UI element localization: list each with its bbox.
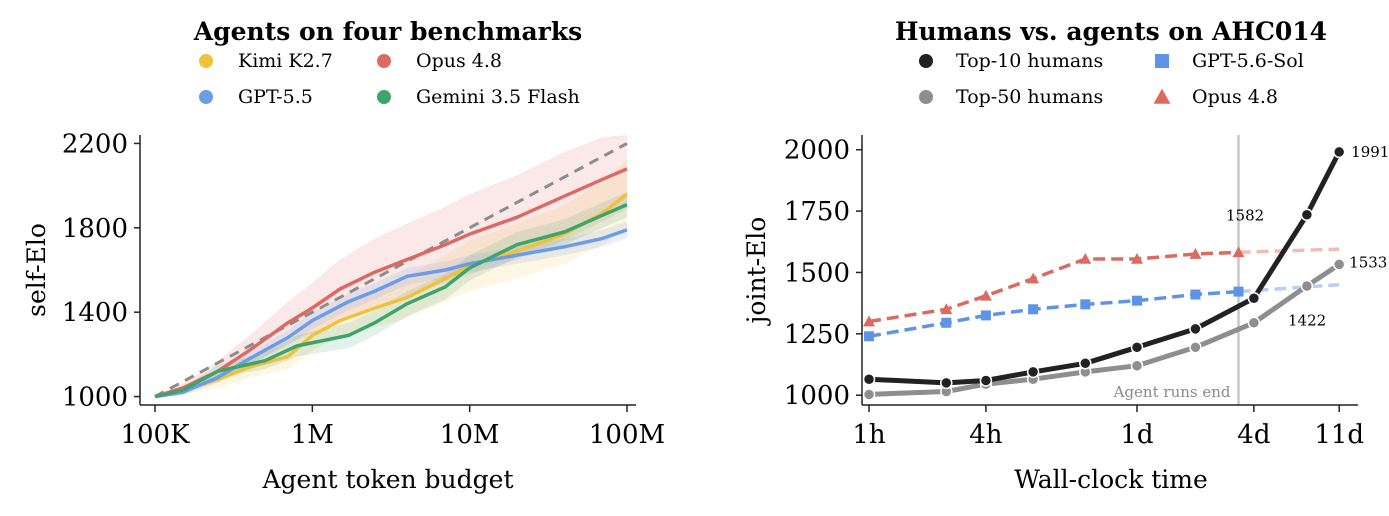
x-tick-label: 100K [120, 420, 190, 450]
right-chart-panel: Humans vs. agents on AHC014 Top-10 human… [742, 17, 1389, 494]
y-tick-label: 1500 [784, 258, 850, 288]
point-gpt-5-6-sol [864, 331, 875, 342]
x-tick-label: 1d [1120, 420, 1153, 450]
left-y-axis-label: self-Elo [22, 223, 51, 317]
x-tick-label: 4d [1237, 420, 1270, 450]
legend-marker-top-50-humans [919, 90, 933, 104]
legend-label-opus-4-8: Opus 4.8 [1192, 86, 1278, 108]
point-opus-4-8 [979, 289, 992, 301]
point-top-50-humans [1189, 341, 1202, 354]
x-tick-label: 1h [852, 420, 886, 450]
right-chart-title: Humans vs. agents on AHC014 [895, 17, 1327, 46]
y-tick-label: 2000 [784, 136, 850, 166]
left-legend: Kimi K2.7 Opus 4.8 GPT-5.5 Gemini 3.5 Flash [199, 50, 580, 108]
point-top-50-humans [1130, 359, 1144, 372]
legend-marker-gpt-5-6-sol [1155, 54, 1169, 68]
point-gpt-5-6-sol [1131, 295, 1142, 306]
point-opus-4-8 [863, 315, 876, 327]
line-opus-4-8 [868, 250, 1239, 324]
y-tick-label: 1000 [62, 383, 128, 413]
point-top-10-humans [940, 376, 953, 390]
point-top-10-humans [1079, 357, 1092, 370]
point-top-10-humans [1189, 322, 1202, 336]
point-top-10-humans [1332, 145, 1346, 159]
left-plot-area: 1000 1400 1800 2200 100K 1M 10M 100M [62, 129, 665, 450]
extension-opus-4-8 [1238, 247, 1340, 255]
band-gemini-3-5-flash [155, 192, 627, 397]
line-gpt-5-5 [154, 228, 628, 399]
point-top-10-humans [1300, 208, 1314, 222]
point-gpt-5-6-sol [1190, 289, 1201, 300]
legend-label-gpt-5-6-sol: GPT-5.6-Sol [1192, 50, 1304, 72]
right-x-axis-label: Wall-clock time [1014, 465, 1208, 494]
band-gpt-5-5 [155, 221, 627, 397]
left-chart-panel: Agents on four benchmarks Kimi K2.7 Opus … [22, 17, 665, 494]
point-top-10-humans [1247, 291, 1261, 305]
point-opus-4-8 [1027, 272, 1040, 284]
x-tick-label: 11d [1314, 420, 1364, 450]
point-opus-4-8 [1232, 246, 1245, 258]
point-gpt-5-6-sol [1080, 299, 1091, 310]
point-top-50-humans [1332, 258, 1346, 271]
point-gpt-5-6-sol [1028, 304, 1039, 315]
line-top-50-humans [868, 262, 1341, 397]
legend-label-gpt-5-5: GPT-5.5 [238, 86, 313, 108]
value-annotation: 1422 [1288, 312, 1326, 330]
legend-marker-gpt-5-5 [199, 90, 213, 104]
point-top-10-humans [1130, 341, 1144, 354]
left-chart-title: Agents on four benchmarks [193, 17, 583, 46]
reference-dashed-line [154, 142, 628, 398]
point-opus-4-8 [940, 303, 953, 315]
point-gpt-5-6-sol [1233, 286, 1244, 297]
x-tick-label: 10M [440, 420, 500, 450]
point-opus-4-8 [1189, 248, 1202, 259]
legend-label-gemini-3-5-flash: Gemini 3.5 Flash [416, 86, 580, 108]
point-top-10-humans [862, 372, 876, 386]
legend-marker-gemini-3-5-flash [377, 90, 391, 104]
y-tick-label: 1250 [784, 320, 850, 350]
legend-marker-opus-4-8 [1153, 88, 1171, 104]
line-gemini-3-5-flash [154, 202, 628, 399]
line-top-10-humans [868, 150, 1342, 386]
y-tick-label: 1800 [62, 214, 128, 244]
legend-label-top-10-humans: Top-10 humans [956, 50, 1103, 72]
value-annotation: 1991 [1351, 143, 1389, 161]
y-tick-label: 2200 [62, 129, 128, 159]
extension-gpt-5-6-sol [1238, 282, 1340, 294]
point-gpt-5-6-sol [980, 310, 991, 321]
x-tick-label: 100M [589, 420, 665, 450]
point-opus-4-8 [1130, 252, 1143, 264]
right-legend: Top-10 humans Top-50 humans GPT-5.6-Sol Opu… [919, 50, 1304, 108]
y-tick-label: 1000 [784, 381, 850, 411]
point-top-10-humans [1026, 365, 1040, 379]
legend-label-kimi-k2-7: Kimi K2.7 [238, 50, 333, 72]
x-tick-label: 4h [969, 420, 1003, 450]
point-gpt-5-6-sol [941, 317, 952, 328]
legend-marker-kimi-k2-7 [199, 54, 213, 68]
point-top-50-humans [862, 388, 876, 401]
point-top-50-humans [1247, 316, 1261, 330]
point-top-50-humans [1300, 279, 1314, 293]
legend-marker-top-10-humans [919, 54, 933, 68]
point-top-10-humans [979, 374, 993, 387]
y-tick-label: 1750 [784, 197, 850, 227]
line-kimi-k2-7 [154, 192, 629, 399]
value-annotation: 1582 [1226, 206, 1264, 224]
right-y-axis-label: joint-Elo [742, 217, 771, 327]
legend-marker-opus-4-8 [377, 54, 391, 68]
y-tick-label: 1400 [62, 298, 128, 328]
right-plot-area: Agent runs end 1991 1582 1533 1422 1000 1250 15… [784, 135, 1389, 450]
line-opus-4-8 [154, 167, 628, 399]
legend-label-opus-4-8: Opus 4.8 [416, 50, 502, 72]
agent-runs-end-label: Agent runs end [1113, 383, 1231, 401]
point-opus-4-8 [1079, 252, 1092, 264]
x-tick-label: 1M [291, 420, 334, 450]
left-x-axis-label: Agent token budget [262, 465, 514, 494]
legend-label-top-50-humans: Top-50 humans [956, 86, 1103, 108]
value-annotation: 1533 [1349, 253, 1387, 271]
